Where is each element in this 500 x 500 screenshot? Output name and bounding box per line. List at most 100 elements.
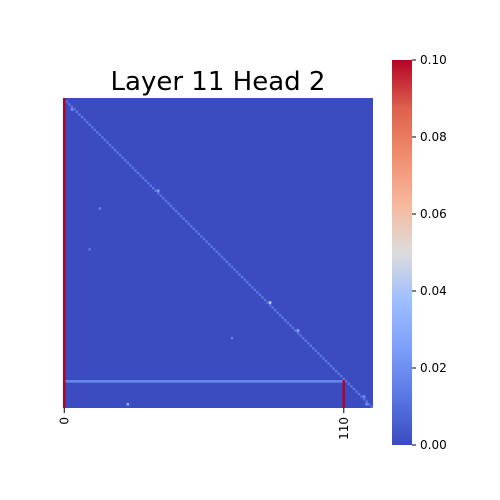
heatmap-diagonal-cell [327,362,330,365]
heatmap-diagonal-cell [273,308,277,312]
heatmap-diagonal-cell [299,334,302,337]
heatmap-diagonal-cell [284,319,287,322]
heatmap-diagonal-cell [256,291,259,294]
heatmap-diagonal-cell [75,110,79,114]
heatmap-diagonal-cell [314,349,318,353]
heatmap-cell [362,395,366,398]
heatmap-diagonal-cell [93,128,97,132]
heatmap-diagonal-cell [266,301,269,304]
heatmap-diagonal-cell [129,164,132,167]
heatmap-diagonal-cell [268,303,272,307]
heatmap-diagonal-cell [98,133,102,137]
heatmap-diagonal-cell [296,331,300,335]
heatmap-diagonal-cell [116,151,119,154]
colorbar-tick-label: 0.02 [420,361,447,375]
colorbar-tick-label: 0.00 [420,438,447,452]
heatmap-diagonal-cell [286,321,290,325]
heatmap-diagonal-cell [345,380,348,383]
heatmap-diagonal-cell [352,387,356,391]
heatmap-cell [98,207,102,210]
heatmap-diagonal-cell [157,192,160,195]
heatmap-diagonal-cell [154,189,158,193]
heatmap-diagonal-cell [248,283,252,287]
heatmap-diagonal-cell [151,186,155,190]
heatmap-diagonal-cell [342,377,346,381]
heatmap-diagonal-cell [263,298,267,302]
heatmap-cell [88,247,91,251]
heatmap-diagonal-cell [370,405,373,408]
heatmap-diagonal-cell [144,179,147,182]
heatmap-diagonal-cell [202,237,206,241]
heatmap-diagonal-cell [207,242,211,246]
heatmap-diagonal-cell [113,148,117,152]
heatmap-diagonal-cell [174,209,178,213]
heatmap-diagonal-cell [312,347,315,350]
heatmap-diagonal-cell [240,275,244,279]
heatmap-diagonal-cell [184,219,188,223]
heatmap-diagonal-cell [253,288,257,292]
x-axis-ticks: 0 110 [57,408,351,440]
heatmap-diagonal-cell [278,313,282,317]
heatmap-diagonal-cell [141,176,145,180]
heatmap-diagonal-cell [225,260,229,264]
heatmap-plot-area [63,98,373,408]
heatmap-diagonal-cell [355,390,358,393]
heatmap-diagonal-cell [212,247,216,251]
heatmap-diagonal-cell [317,352,320,355]
colorbar-ticks: 0.00 0.02 0.04 0.06 0.08 0.10 [412,53,447,452]
heatmap-diagonal-cell [322,357,325,360]
heatmap-diagonal-cell [78,113,81,116]
heatmap-diagonal-cell [306,341,310,345]
heatmap-diagonal-cell [223,258,226,261]
heatmap-diagonal-cell [367,402,371,406]
heatmap-diagonal-cell [304,339,307,342]
heatmap-diagonal-cell [164,199,168,203]
heatmap-cell [296,329,300,332]
heatmap-diagonal-cell [85,120,89,124]
heatmap-cell [268,301,272,304]
heatmap-diagonal-cell [90,125,94,129]
heatmap-diagonal-cell [111,146,114,149]
heatmap-diagonal-cell [131,166,135,170]
heatmap-diagonal-cell [187,222,191,226]
colorbar-tick-label: 0.08 [420,130,447,144]
heatmap-diagonal-cell [339,374,343,378]
heatmap-diagonal-cell [65,100,69,104]
heatmap-cell [157,189,160,193]
heatmap-diagonal-cell [210,245,213,248]
heatmap-diagonal-cell [235,270,239,274]
heatmap-diagonal-cell [70,105,74,109]
heatmap-cell [365,402,368,406]
heatmap-diagonal-cell [332,367,335,370]
heatmap-diagonal-cell [362,397,366,401]
heatmap-diagonal-cell [108,143,112,147]
heatmap-diagonal-cell [271,306,274,309]
heatmap-diagonal-cell [334,369,338,373]
heatmap-diagonal-cell [139,174,142,177]
heatmap-diagonal-cell [281,316,285,320]
heatmap-diagonal-cell [162,197,165,200]
heatmap-diagonal-cell [121,156,124,159]
heatmap-cell [230,336,234,340]
heatmap-diagonal-cell [205,240,208,243]
heatmap-diagonal-cell [324,359,328,363]
heatmap-diagonal-cell [218,253,221,256]
heatmap-diagonal-cell [136,171,140,175]
heatmap-diagonal-cell [294,329,297,332]
heatmap-diagonal-cell [329,364,333,368]
heatmap-diagonal-cell [200,235,203,238]
heatmap-diagonal-cell [195,230,198,233]
heatmap-diagonal-cell [68,103,71,106]
heatmap-diagonal-cell [134,169,137,172]
heatmap-diagonal-cell [118,153,122,157]
heatmap-diagonal-cell [289,324,292,327]
heatmap-cell [70,108,74,111]
heatmap-diagonal-cell [258,293,262,297]
heatmap-diagonal-cell [83,118,86,121]
heatmap-column-highlight [342,380,346,408]
heatmap-row-highlight [63,380,346,383]
heatmap-diagonal-cell [192,227,196,231]
heatmap-diagonal-cell [167,202,170,205]
heatmap-diagonal-cell [103,138,107,142]
